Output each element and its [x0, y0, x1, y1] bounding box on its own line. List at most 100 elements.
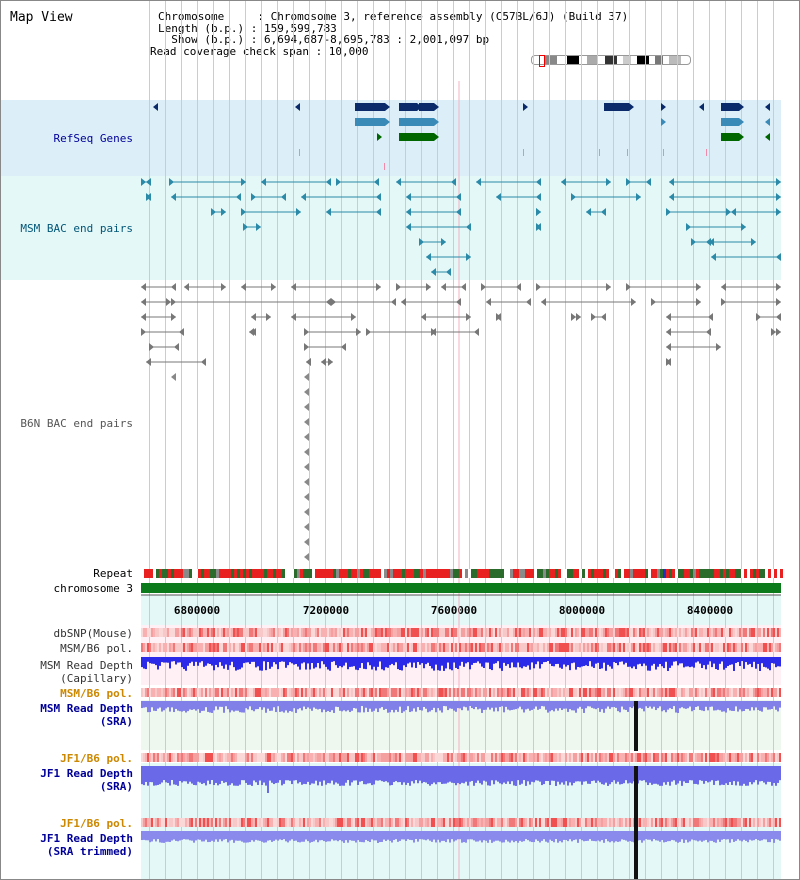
msm-depth-capillary-bar: [299, 657, 301, 670]
dbsnp-cell: [207, 628, 209, 637]
jf1-b6-pol-cell: [545, 818, 547, 827]
jf1-depth-trimmed-bar: [181, 831, 183, 840]
repeat-segment: [771, 569, 774, 578]
jf1-depth-sra-bar: [693, 766, 695, 784]
msm-b6-pol-cell: [541, 688, 543, 697]
msm-b6-pol-cell: [333, 688, 335, 697]
refseq-gene-marker: [765, 118, 770, 126]
msm-depth-sra-bar: [275, 701, 277, 713]
jf1-depth-trimmed-bar: [141, 831, 143, 841]
jf1-depth-sra-bar: [699, 766, 701, 781]
msm-depth-capillary-bar: [703, 657, 705, 666]
jf1-b6-pol-cell: [441, 753, 443, 762]
msm-b6-pol-cell: [555, 688, 557, 697]
jf1-depth-sra-bar: [399, 766, 401, 783]
jf1-depth-sra-bar: [181, 766, 183, 783]
jf1-b6-pol-cell: [189, 753, 191, 762]
jf1-depth-trimmed-bar: [349, 831, 351, 841]
chromosome-ideogram[interactable]: [531, 54, 691, 67]
jf1-depth-sra-bar: [513, 766, 515, 786]
jf1-depth-trimmed-bar: [205, 831, 207, 840]
jf1-b6-pol-cell: [207, 818, 209, 827]
jf1-depth-sra-bar: [223, 766, 225, 783]
jf1-depth-trimmed-bar: [491, 831, 493, 843]
msm-bac-label[interactable]: MSM BAC end pairs: [20, 222, 133, 235]
jf1-depth-trimmed-bar: [281, 831, 283, 841]
jf1-depth-trimmed-bar: [183, 831, 185, 840]
axis-tick-label: 7600000: [430, 604, 478, 617]
msm-depth-sra-bar: [465, 701, 467, 708]
msm-b6-pol-cell: [481, 643, 483, 652]
msm-b6-pol-cell: [587, 688, 589, 697]
jf1-depth-trimmed-bar: [679, 831, 681, 842]
jf1-b6-pol-cell: [725, 753, 727, 762]
msm-depth-capillary-bar: [239, 657, 241, 670]
msm-b6-pol-cell: [573, 688, 575, 697]
jf1-depth-trimmed-bar: [625, 831, 627, 841]
jf1-depth-sra-bar: [711, 766, 713, 781]
dbsnp-cell: [689, 628, 691, 637]
msm-b6-pol-cell: [503, 643, 505, 652]
msm-depth-capillary-bar: [309, 657, 311, 670]
refseq-genes-label[interactable]: RefSeq Genes: [53, 132, 133, 145]
b6n-bac-pair-end: [184, 283, 189, 291]
jf1-b6-pol-cell: [429, 753, 431, 762]
dbsnp-cell: [169, 628, 171, 637]
msm-b6-pol-cell: [251, 688, 253, 697]
jf1-depth-sra-bar: [451, 766, 453, 783]
grid-line: [709, 1, 710, 879]
msm-bac-pair-end: [406, 223, 411, 231]
msm-depth-capillary-bar: [447, 657, 449, 663]
jf1-depth-trimmed-bar: [677, 831, 679, 843]
msm-b6-pol-cell: [611, 643, 613, 652]
msm-b6-pol-cell: [537, 643, 539, 652]
jf1-depth-sra-bar: [491, 766, 493, 781]
repeat-segment: [204, 569, 207, 578]
msm-depth-capillary-bar: [253, 657, 255, 662]
jf1-b6-pol-cell: [143, 753, 145, 762]
b6n-bac-label[interactable]: B6N BAC end pairs: [20, 417, 133, 430]
msm-depth-capillary-bar: [417, 657, 419, 663]
jf1-depth-sra-bar: [187, 766, 189, 784]
dbsnp-cell: [575, 628, 577, 637]
jf1-depth-trimmed-bar: [159, 831, 161, 843]
msm-depth-capillary-bar: [775, 657, 777, 668]
msm-b6-pol-cell: [251, 643, 253, 652]
grid-line: [629, 1, 630, 879]
jf1-depth-sra-bar: [371, 766, 373, 786]
jf1-depth-trimmed-bar: [367, 831, 369, 842]
b6n-bac-pair-end: [356, 328, 361, 336]
msm-depth-capillary-bar: [275, 657, 277, 665]
jf1-depth-trimmed-bar: [427, 831, 429, 840]
msm-depth-sra-bar: [427, 701, 429, 713]
jf1-b6-pol-cell: [179, 753, 181, 762]
dbsnp-cell: [275, 628, 277, 637]
msm-depth-sra-bar: [609, 701, 611, 709]
msm-depth-capillary-bar: [243, 657, 245, 664]
jf1-b6-pol-cell: [289, 753, 291, 762]
jf1-depth-trimmed-bar: [751, 831, 753, 841]
msm-b6-pol-cell: [535, 643, 537, 652]
jf1-b6-pol-cell: [145, 753, 147, 762]
msm-depth-capillary-bar: [333, 657, 335, 662]
jf1-depth-sra-bar: [677, 766, 679, 784]
jf1-depth-trimmed-bar: [251, 831, 253, 841]
jf1-b6-pol-cell: [229, 818, 231, 827]
jf1-b6-pol-cell: [625, 753, 627, 762]
msm-b6-pol-cell: [183, 688, 185, 697]
msm-depth-sra-bar: [231, 701, 233, 711]
msm-b6-pol-cell: [245, 688, 247, 697]
msm-b6-pol-cell: [763, 688, 765, 697]
msm-depth-capillary-bar: [515, 657, 517, 668]
dbsnp-cell: [223, 628, 225, 637]
msm-depth-capillary-bar: [251, 657, 253, 662]
jf1-depth-sra-bar: [201, 766, 203, 784]
msm-depth-sra-bar: [467, 701, 469, 711]
jf1-b6-pol-cell: [591, 753, 593, 762]
msm-b6-pol-cell: [563, 643, 565, 652]
jf1-depth-sra-bar: [467, 766, 469, 786]
dbsnp-cell: [339, 628, 341, 637]
msm-depth-capillary-bar: [549, 657, 551, 664]
jf1-b6-pol-cell: [575, 753, 577, 762]
